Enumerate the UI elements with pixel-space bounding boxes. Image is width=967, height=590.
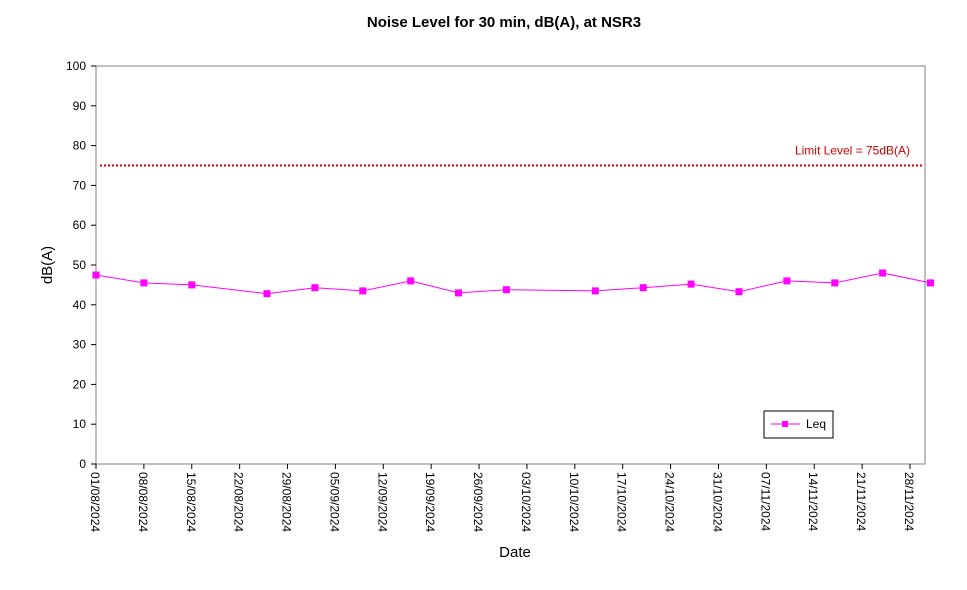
data-point xyxy=(502,286,510,294)
data-point xyxy=(188,281,196,289)
data-point xyxy=(359,287,367,295)
x-axis: 01/08/2024 08/08/2024 15/08/2024 22/08/2024… xyxy=(88,464,916,532)
legend-marker-square xyxy=(782,421,788,427)
data-point xyxy=(407,277,415,285)
x-tick-label: 05/09/2024 xyxy=(327,472,341,532)
legend: Leq xyxy=(763,410,834,439)
x-tick-label: 08/08/2024 xyxy=(136,472,150,532)
data-point xyxy=(831,279,839,287)
y-tick-label: 100 xyxy=(66,59,86,73)
x-tick-label: 15/08/2024 xyxy=(184,472,198,532)
x-tick-label: 17/10/2024 xyxy=(615,472,629,532)
data-point xyxy=(92,271,100,279)
x-tick-label: 31/10/2024 xyxy=(710,472,724,532)
chart-title: Noise Level for 30 min, dB(A), at NSR3 xyxy=(367,14,641,31)
x-tick-label: 22/08/2024 xyxy=(232,472,246,532)
x-tick-label: 10/10/2024 xyxy=(567,472,581,532)
x-tick-label: 21/11/2024 xyxy=(854,472,868,531)
x-tick-label: 03/10/2024 xyxy=(519,472,533,532)
data-point xyxy=(140,279,148,287)
x-tick-label: 26/09/2024 xyxy=(471,472,485,532)
x-tick-label: 12/09/2024 xyxy=(375,472,389,532)
data-point xyxy=(591,287,599,295)
data-point xyxy=(783,277,791,285)
plot-area xyxy=(95,65,926,465)
y-tick-label: 90 xyxy=(73,99,87,113)
x-tick-label: 24/10/2024 xyxy=(663,472,677,532)
data-point xyxy=(639,284,647,292)
y-tick-label: 50 xyxy=(73,258,87,272)
legend-label-leq: Leq xyxy=(806,417,826,431)
y-axis-label: dB(A) xyxy=(39,246,56,284)
y-tick-label: 0 xyxy=(79,457,86,471)
x-tick-label: 28/11/2024 xyxy=(902,472,916,531)
data-point xyxy=(455,289,462,297)
data-point xyxy=(263,290,271,298)
data-point xyxy=(927,279,934,287)
x-tick-label: 29/08/2024 xyxy=(280,472,294,532)
y-tick-label: 80 xyxy=(73,139,87,153)
y-axis: 0 10 20 30 40 50 60 70 80 90 100 xyxy=(66,59,96,471)
y-tick-label: 70 xyxy=(73,178,87,192)
y-tick-label: 20 xyxy=(73,377,87,391)
x-axis-label: Date xyxy=(499,544,531,561)
x-tick-label: 01/08/2024 xyxy=(88,472,102,532)
data-point xyxy=(311,284,319,292)
x-tick-label: 14/11/2024 xyxy=(806,472,820,531)
y-tick-label: 30 xyxy=(73,338,87,352)
data-point xyxy=(687,280,695,288)
y-tick-label: 40 xyxy=(73,298,87,312)
data-point xyxy=(879,269,887,277)
y-tick-label: 60 xyxy=(73,218,87,232)
x-tick-label: 19/09/2024 xyxy=(423,472,437,532)
series-layer xyxy=(92,269,934,298)
y-tick-label: 10 xyxy=(73,417,87,431)
limit-level-label: Limit Level = 75dB(A) xyxy=(795,144,910,158)
data-point xyxy=(735,288,743,296)
x-tick-label: 07/11/2024 xyxy=(758,472,772,531)
